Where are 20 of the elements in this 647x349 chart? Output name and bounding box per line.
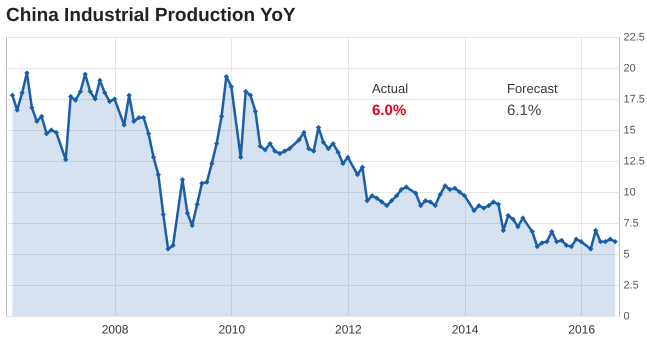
x-tick-label: 2014 xyxy=(452,322,479,336)
y-tick-label: 15 xyxy=(624,124,636,136)
y-tick-label: 10 xyxy=(624,186,636,198)
y-tick-label: 12.5 xyxy=(624,156,645,168)
y-tick-label: 2.5 xyxy=(624,280,639,292)
y-tick-label: 7.5 xyxy=(624,218,639,230)
x-tick-label: 2012 xyxy=(335,322,362,336)
x-tick-label: 2016 xyxy=(568,322,596,336)
x-tick-label: 2010 xyxy=(218,322,246,336)
x-tick-label: 2008 xyxy=(102,322,129,336)
annotation: Forecast xyxy=(507,81,558,96)
y-tick-label: 0 xyxy=(624,310,630,322)
chart-title: China Industrial Production YoY xyxy=(6,5,296,26)
annotation: Actual xyxy=(372,81,408,96)
y-tick-label: 22.5 xyxy=(624,32,645,44)
y-tick-label: 17.5 xyxy=(624,94,645,106)
y-tick-label: 20 xyxy=(624,62,636,74)
annotation: 6.0% xyxy=(372,102,406,119)
y-tick-label: 5 xyxy=(624,248,630,260)
annotation: 6.1% xyxy=(507,102,542,119)
